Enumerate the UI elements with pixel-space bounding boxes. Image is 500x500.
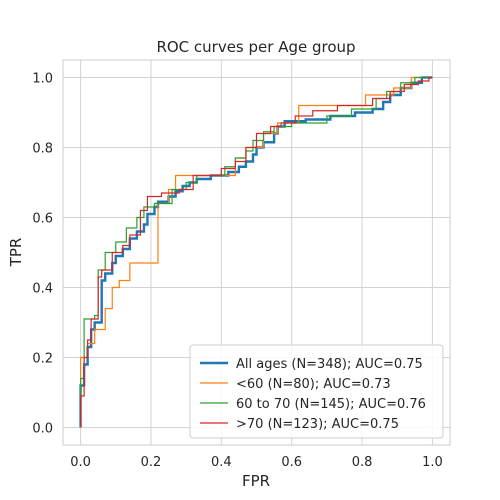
- x-tick-label: 1.0: [422, 455, 443, 470]
- y-tick-label: 1.0: [32, 72, 53, 87]
- x-tick-label: 0.6: [281, 455, 302, 470]
- y-tick-label: 0.8: [32, 142, 53, 157]
- x-tick-label: 0.2: [141, 455, 162, 470]
- series-line-3: [79, 76, 433, 428]
- y-tick-label: 0.6: [32, 212, 53, 227]
- legend-box: [189, 344, 444, 439]
- series-line-2: [79, 76, 433, 428]
- y-tick-label: 0.2: [32, 352, 53, 367]
- legend-entry-label: >70 (N=123); AUC=0.75: [236, 417, 399, 432]
- legend-entry-label: <60 (N=80); AUC=0.73: [236, 377, 391, 392]
- y-tick-label: 0.4: [32, 282, 53, 297]
- y-tick-labels: 0.0 0.2 0.4 0.6 0.8 1.0: [32, 72, 53, 437]
- x-axis-label: FPR: [242, 472, 270, 490]
- legend-entry-label: All ages (N=348); AUC=0.75: [236, 357, 423, 372]
- x-tick-label: 0.4: [211, 455, 232, 470]
- x-tick-label: 0.8: [352, 455, 373, 470]
- plot-frame: [62, 59, 451, 446]
- y-axis-label: TPR: [7, 238, 25, 268]
- legend-entry-label: 60 to 70 (N=145); AUC=0.76: [236, 397, 426, 412]
- chart-title: ROC curves per Age group: [156, 38, 355, 56]
- legend: All ages (N=348); AUC=0.75 <60 (N=80); AU…: [189, 344, 444, 439]
- series-lines: [79, 76, 433, 428]
- x-tick-label: 0.0: [70, 455, 91, 470]
- x-tick-labels: 0.0 0.2 0.4 0.6 0.8 1.0: [70, 455, 443, 470]
- y-tick-label: 0.0: [32, 422, 53, 437]
